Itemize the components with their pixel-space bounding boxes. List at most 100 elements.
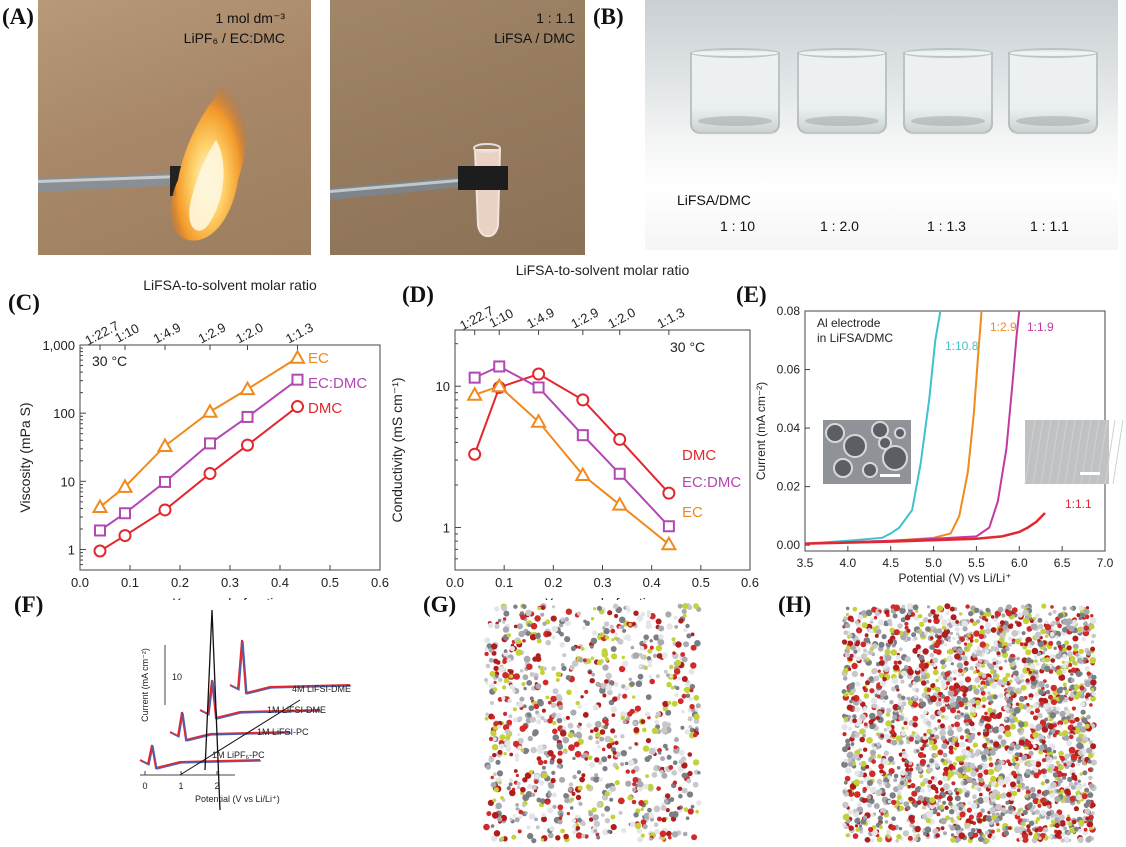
atom: [501, 696, 506, 701]
atom: [1041, 739, 1046, 745]
atom: [866, 819, 870, 824]
atom: [919, 774, 924, 779]
atom: [845, 742, 851, 748]
atom: [878, 641, 885, 648]
atom: [489, 701, 494, 705]
atom: [1054, 796, 1061, 803]
atom: [1073, 806, 1079, 812]
atom: [879, 825, 883, 830]
atom: [984, 618, 989, 622]
x-axis-label-symbol: X: [170, 595, 181, 600]
flame-electrolyte: LiPF₆ / EC:DMC: [183, 30, 285, 46]
atom: [694, 640, 701, 647]
atom: [598, 760, 603, 765]
atom: [591, 672, 596, 677]
atom: [947, 648, 954, 655]
atom: [1084, 666, 1090, 671]
atom: [677, 806, 681, 810]
atom: [933, 642, 940, 649]
atom: [590, 729, 594, 733]
atom: [513, 769, 518, 773]
atom: [938, 675, 943, 680]
atom: [686, 791, 694, 798]
atom: [1015, 690, 1019, 694]
atom: [1084, 614, 1090, 620]
atom: [983, 763, 988, 769]
sem-inset-corroded: [823, 420, 911, 484]
atom: [983, 796, 990, 803]
atom: [1061, 644, 1066, 648]
atom: [545, 799, 551, 805]
atom: [1083, 736, 1089, 743]
atom: [492, 687, 498, 692]
legend-dmc: DMC: [682, 447, 716, 464]
atom: [954, 653, 961, 660]
atom: [940, 787, 945, 792]
atom: [558, 816, 563, 821]
atom: [914, 825, 921, 833]
atom: [1087, 767, 1093, 772]
atom: [1070, 713, 1074, 718]
atom: [583, 619, 587, 623]
atom: [842, 618, 847, 623]
atom: [1044, 717, 1048, 722]
atom: [860, 641, 867, 648]
atom: [563, 748, 568, 752]
vials-label: LiFSA/DMC: [677, 192, 751, 208]
atom: [522, 794, 530, 802]
md-snapshot-dilute: [483, 603, 702, 844]
atom: [977, 828, 982, 834]
atom: [522, 674, 529, 681]
atom: [866, 794, 872, 800]
atom: [983, 748, 990, 755]
atom: [938, 615, 944, 621]
atom: [493, 830, 501, 837]
atom: [1025, 649, 1032, 656]
atom: [1081, 717, 1088, 724]
atom: [1001, 648, 1007, 654]
atom: [854, 706, 861, 713]
atom: [973, 630, 980, 637]
atom: [582, 712, 589, 718]
atom: [941, 743, 948, 750]
atom: [1034, 634, 1040, 640]
atom: [1053, 696, 1057, 700]
atom: [1053, 755, 1058, 760]
atom: [693, 718, 700, 724]
atom: [1062, 664, 1067, 669]
atom: [955, 620, 959, 624]
atom: [529, 716, 536, 723]
atom: [843, 667, 849, 673]
atom: [507, 698, 513, 704]
atom: [958, 680, 964, 686]
x-tick-label: 2: [214, 781, 219, 791]
atom: [490, 775, 494, 780]
atom: [902, 750, 906, 755]
atom: [1083, 621, 1088, 627]
atom: [1053, 813, 1059, 818]
atom: [604, 805, 611, 812]
atom: [1039, 719, 1047, 726]
atom: [610, 706, 618, 713]
atom: [1037, 803, 1042, 808]
atom: [1076, 794, 1083, 801]
atom: [1011, 790, 1018, 797]
atom: [921, 673, 927, 680]
atom: [915, 666, 920, 672]
atom: [665, 830, 672, 837]
flame-concentration: 1 mol dm⁻³: [215, 10, 285, 26]
atom: [946, 655, 954, 663]
sem-texture: [1064, 419, 1076, 485]
atom: [841, 761, 848, 768]
atom: [1033, 772, 1040, 779]
atom: [855, 681, 861, 687]
atom: [1056, 789, 1060, 793]
atom: [576, 724, 581, 728]
atom: [1048, 640, 1054, 646]
atom: [883, 750, 889, 756]
atom: [516, 623, 523, 630]
atom: [564, 797, 570, 804]
atom: [531, 838, 537, 844]
atom: [868, 826, 874, 833]
